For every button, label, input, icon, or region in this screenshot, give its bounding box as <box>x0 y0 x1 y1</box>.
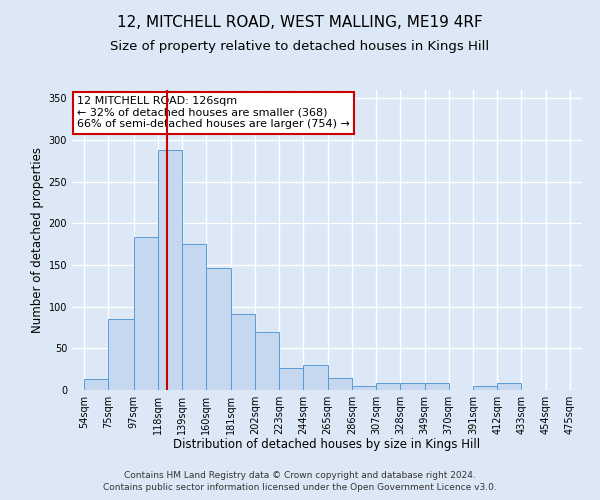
Text: Contains HM Land Registry data © Crown copyright and database right 2024.: Contains HM Land Registry data © Crown c… <box>124 471 476 480</box>
Bar <box>279 368 304 390</box>
Y-axis label: Number of detached properties: Number of detached properties <box>31 147 44 333</box>
Bar <box>352 386 376 390</box>
Text: 12 MITCHELL ROAD: 126sqm
← 32% of detached houses are smaller (368)
66% of semi-: 12 MITCHELL ROAD: 126sqm ← 32% of detach… <box>77 96 350 129</box>
Text: Contains public sector information licensed under the Open Government Licence v3: Contains public sector information licen… <box>103 484 497 492</box>
Bar <box>134 236 158 390</box>
Bar <box>182 244 206 390</box>
Bar <box>425 384 449 390</box>
Text: Size of property relative to detached houses in Kings Hill: Size of property relative to detached ho… <box>110 40 490 53</box>
Bar <box>400 384 425 390</box>
Bar <box>376 384 400 390</box>
Text: 12, MITCHELL ROAD, WEST MALLING, ME19 4RF: 12, MITCHELL ROAD, WEST MALLING, ME19 4R… <box>117 15 483 30</box>
X-axis label: Distribution of detached houses by size in Kings Hill: Distribution of detached houses by size … <box>173 438 481 452</box>
Bar <box>328 378 352 390</box>
Bar <box>206 268 230 390</box>
Bar <box>84 379 109 390</box>
Bar <box>109 319 134 390</box>
Bar <box>230 314 255 390</box>
Bar <box>304 365 328 390</box>
Bar <box>473 386 497 390</box>
Bar <box>158 150 182 390</box>
Bar <box>255 332 279 390</box>
Bar <box>497 384 521 390</box>
